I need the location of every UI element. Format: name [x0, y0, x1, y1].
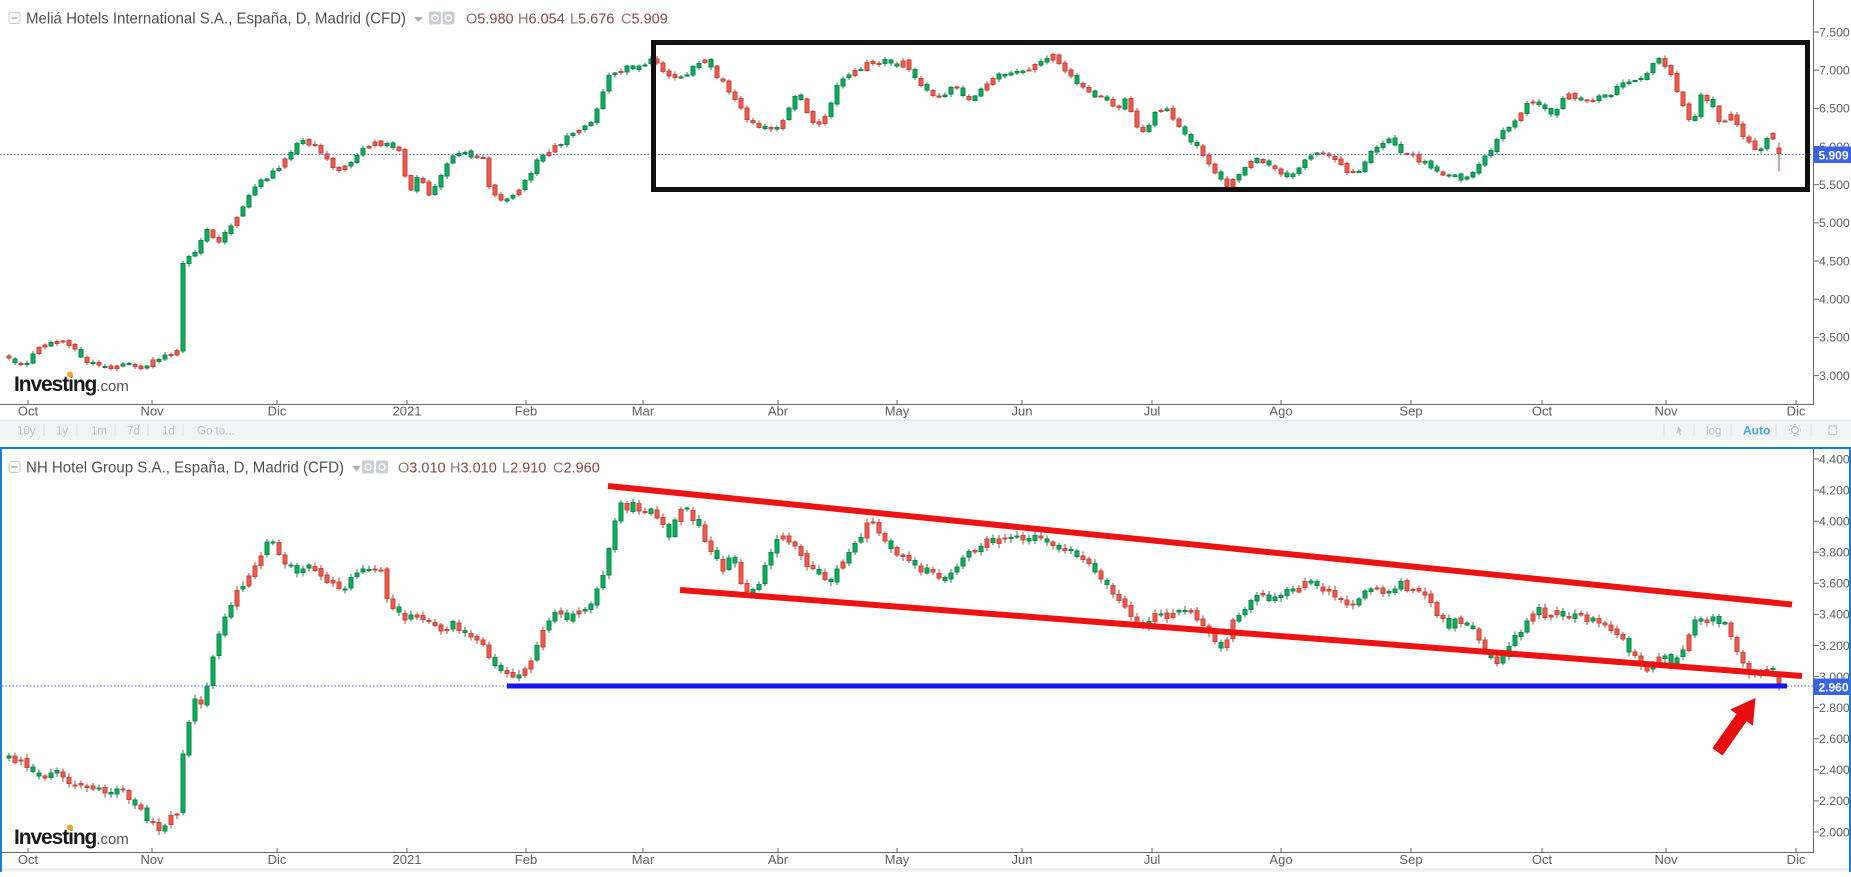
svg-text:3.000: 3.000 — [1819, 369, 1850, 383]
svg-text:NH Hotel Group S.A., España, D: NH Hotel Group S.A., España, D, Madrid (… — [26, 460, 344, 477]
svg-text:2021: 2021 — [393, 404, 422, 419]
svg-text:L5.676: L5.676 — [570, 12, 614, 28]
svg-text:7.000: 7.000 — [1819, 64, 1850, 78]
svg-text:Go to...: Go to... — [197, 426, 235, 438]
svg-text:4.000: 4.000 — [1819, 293, 1850, 307]
svg-text:Dic: Dic — [268, 404, 287, 419]
svg-text:3.600: 3.600 — [1819, 577, 1850, 591]
svg-text:Auto: Auto — [1743, 424, 1770, 438]
svg-text:Meliá Hotels International S.A: Meliá Hotels International S.A., España,… — [26, 11, 406, 28]
svg-text:2.600: 2.600 — [1819, 732, 1850, 746]
svg-text:Jul: Jul — [1144, 852, 1161, 867]
svg-text:5.909: 5.909 — [1819, 148, 1849, 162]
svg-text:Oct: Oct — [18, 404, 39, 419]
svg-text:Nov: Nov — [1654, 852, 1678, 867]
svg-text:10y: 10y — [17, 426, 36, 438]
svg-text:Dic: Dic — [1787, 404, 1806, 419]
svg-text:Jul: Jul — [1144, 404, 1161, 419]
svg-text:Abr: Abr — [768, 404, 789, 419]
svg-text:6.500: 6.500 — [1819, 102, 1850, 116]
svg-text:2.000: 2.000 — [1819, 825, 1850, 839]
svg-text:C5.909: C5.909 — [621, 12, 668, 28]
svg-text:C2.960: C2.960 — [553, 461, 600, 477]
svg-text:Feb: Feb — [515, 404, 537, 419]
svg-text:H6.054: H6.054 — [518, 12, 565, 28]
svg-text:7.500: 7.500 — [1819, 25, 1850, 39]
svg-text:Oct: Oct — [18, 852, 39, 867]
svg-text:May: May — [885, 404, 910, 419]
svg-text:Nov: Nov — [1654, 404, 1678, 419]
svg-text:1d: 1d — [162, 426, 175, 438]
svg-text:3.200: 3.200 — [1819, 639, 1850, 653]
svg-text:Ago: Ago — [1269, 404, 1292, 419]
svg-text:4.500: 4.500 — [1819, 254, 1850, 268]
svg-text:3.400: 3.400 — [1819, 608, 1850, 622]
svg-text:H3.010: H3.010 — [450, 461, 497, 477]
svg-text:Nov: Nov — [140, 852, 164, 867]
svg-text:Oct: Oct — [1532, 852, 1553, 867]
svg-text:May: May — [885, 852, 910, 867]
svg-text:1y: 1y — [56, 426, 68, 438]
svg-text:L2.910: L2.910 — [502, 461, 546, 477]
svg-text:1m: 1m — [91, 426, 107, 438]
svg-text:4.400: 4.400 — [1819, 452, 1850, 466]
svg-text:Jun: Jun — [1012, 404, 1033, 419]
svg-text:Mar: Mar — [632, 852, 655, 867]
svg-text:O5.980: O5.980 — [466, 12, 514, 28]
svg-text:3.500: 3.500 — [1819, 331, 1850, 345]
svg-text:log: log — [1706, 426, 1721, 438]
svg-text:Dic: Dic — [1787, 852, 1806, 867]
svg-text:Sep: Sep — [1399, 404, 1422, 419]
svg-text:O3.010: O3.010 — [398, 461, 446, 477]
svg-text:2021: 2021 — [393, 852, 422, 867]
svg-text:Ago: Ago — [1269, 852, 1292, 867]
svg-text:2.960: 2.960 — [1819, 680, 1849, 694]
svg-text:Mar: Mar — [632, 404, 655, 419]
svg-text:7d: 7d — [127, 426, 140, 438]
svg-text:2.800: 2.800 — [1819, 701, 1850, 715]
svg-text:5.000: 5.000 — [1819, 216, 1850, 230]
svg-text:2.200: 2.200 — [1819, 794, 1850, 808]
svg-text:3.800: 3.800 — [1819, 546, 1850, 560]
svg-text:Feb: Feb — [515, 852, 537, 867]
svg-text:Dic: Dic — [268, 852, 287, 867]
svg-text:4.200: 4.200 — [1819, 483, 1850, 497]
svg-text:Abr: Abr — [768, 852, 789, 867]
svg-text:2.400: 2.400 — [1819, 763, 1850, 777]
svg-text:Oct: Oct — [1532, 404, 1553, 419]
svg-text:Sep: Sep — [1399, 852, 1422, 867]
svg-text:Nov: Nov — [140, 404, 164, 419]
svg-text:4.000: 4.000 — [1819, 515, 1850, 529]
svg-text:5.500: 5.500 — [1819, 178, 1850, 192]
svg-text:Jun: Jun — [1012, 852, 1033, 867]
